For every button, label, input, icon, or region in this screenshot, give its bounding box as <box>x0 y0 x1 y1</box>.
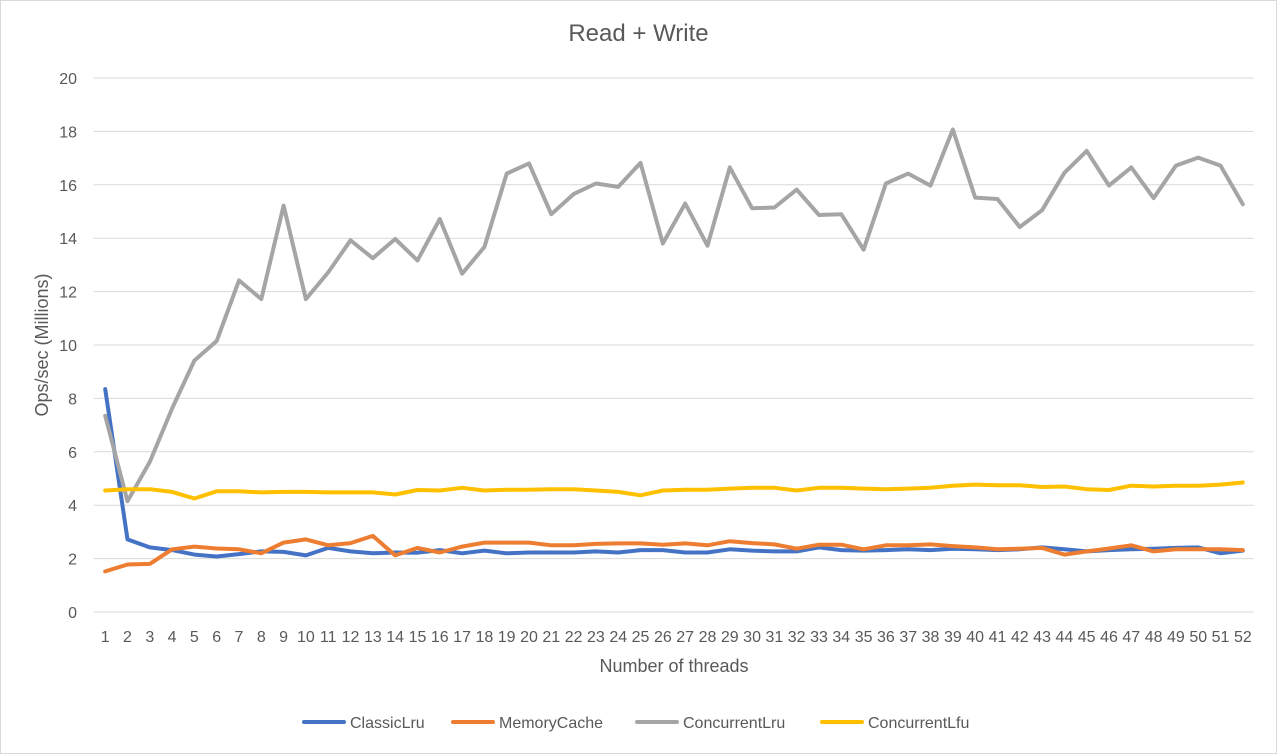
x-tick-label: 25 <box>632 629 650 646</box>
y-axis-title: Ops/sec (Millions) <box>32 273 52 416</box>
y-tick-label: 16 <box>59 178 77 195</box>
x-tick-label: 41 <box>989 629 1007 646</box>
legend-label: ClassicLru <box>350 715 425 732</box>
x-tick-label: 10 <box>297 629 315 646</box>
x-tick-label: 40 <box>966 629 984 646</box>
x-tick-label: 9 <box>279 629 288 646</box>
x-tick-label: 18 <box>475 629 493 646</box>
x-tick-label: 32 <box>788 629 806 646</box>
series-line-classiclru <box>103 387 1245 559</box>
x-tick-label: 31 <box>765 629 783 646</box>
x-tick-label: 52 <box>1234 629 1252 646</box>
x-tick-label: 13 <box>364 629 382 646</box>
x-tick-label: 44 <box>1055 629 1073 646</box>
x-tick-label: 43 <box>1033 629 1051 646</box>
x-tick-label: 39 <box>944 629 962 646</box>
x-tick-label: 16 <box>431 629 449 646</box>
x-tick-label: 24 <box>609 629 627 646</box>
chart-title: Read + Write <box>568 20 709 47</box>
x-tick-label: 1 <box>101 629 110 646</box>
series-lines <box>103 127 1245 574</box>
x-tick-label: 12 <box>342 629 360 646</box>
x-tick-label: 38 <box>922 629 940 646</box>
x-tick-label: 17 <box>453 629 471 646</box>
y-tick-label: 2 <box>68 552 77 569</box>
x-tick-label: 28 <box>699 629 717 646</box>
series-line-memorycache <box>103 533 1245 574</box>
x-tick-label: 14 <box>386 629 404 646</box>
x-tick-label: 11 <box>320 629 337 646</box>
x-tick-label: 46 <box>1100 629 1118 646</box>
x-tick-label: 45 <box>1078 629 1096 646</box>
x-tick-label: 19 <box>498 629 516 646</box>
x-tick-label: 26 <box>654 629 672 646</box>
x-tick-label: 4 <box>168 629 177 646</box>
y-tick-label: 0 <box>68 605 77 622</box>
y-tick-label: 10 <box>59 338 77 355</box>
y-tick-label: 14 <box>59 231 77 248</box>
x-tick-label: 30 <box>743 629 761 646</box>
y-tick-label: 12 <box>59 285 77 302</box>
legend-label: MemoryCache <box>499 715 603 732</box>
x-tick-label: 50 <box>1189 629 1207 646</box>
y-tick-label: 6 <box>68 445 77 462</box>
x-tick-label: 36 <box>877 629 895 646</box>
legend-label: ConcurrentLru <box>683 715 785 732</box>
x-tick-label: 15 <box>409 629 427 646</box>
x-tick-label: 37 <box>899 629 917 646</box>
y-tick-label: 4 <box>68 498 77 515</box>
x-tick-label: 22 <box>565 629 583 646</box>
y-tick-label: 20 <box>59 71 77 88</box>
x-tick-label: 3 <box>145 629 154 646</box>
x-tick-label: 6 <box>212 629 221 646</box>
series-line-concurrentlfu <box>103 480 1245 501</box>
x-tick-label: 34 <box>832 629 850 646</box>
x-tick-label: 23 <box>587 629 605 646</box>
x-tick-label: 2 <box>123 629 132 646</box>
y-axis-ticks: 0 2 4 6 8 10 12 14 16 18 20 <box>59 71 77 622</box>
x-tick-label: 5 <box>190 629 199 646</box>
x-tick-label: 51 <box>1212 629 1230 646</box>
y-tick-label: 8 <box>68 391 77 408</box>
legend: ClassicLru MemoryCache ConcurrentLru Concur… <box>302 715 969 732</box>
y-tick-label: 18 <box>59 124 77 141</box>
x-tick-label: 20 <box>520 629 538 646</box>
x-tick-label: 49 <box>1167 629 1185 646</box>
x-tick-label: 42 <box>1011 629 1029 646</box>
x-axis-ticks: 1 2 3 4 5 6 7 8 9 10 11 12 13 14 15 16 17 18 19 20 21 22 23 24 2… <box>101 629 1252 646</box>
x-tick-label: 35 <box>855 629 873 646</box>
legend-label: ConcurrentLfu <box>868 715 969 732</box>
x-tick-label: 47 <box>1122 629 1140 646</box>
x-tick-label: 8 <box>257 629 266 646</box>
x-axis-title: Number of threads <box>599 656 748 676</box>
x-tick-label: 29 <box>721 629 739 646</box>
x-tick-label: 27 <box>676 629 694 646</box>
x-tick-label: 33 <box>810 629 828 646</box>
series-line-concurrentlru <box>103 127 1245 504</box>
x-tick-label: 48 <box>1145 629 1163 646</box>
x-tick-label: 21 <box>542 629 560 646</box>
x-tick-label: 7 <box>235 629 244 646</box>
gridlines <box>94 77 1254 613</box>
